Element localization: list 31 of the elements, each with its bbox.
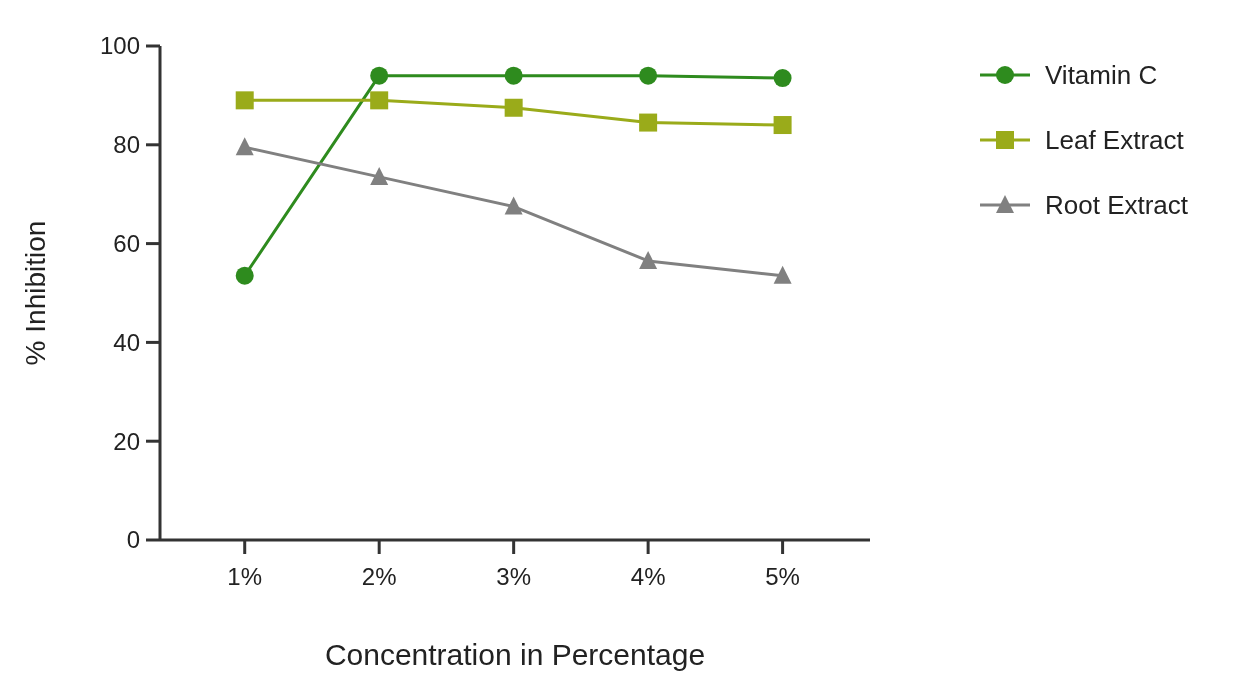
point	[504, 196, 523, 215]
point	[235, 91, 254, 110]
x-tick-label: 5%	[765, 563, 800, 590]
x-axis-title: Concentration in Percentage	[324, 638, 706, 671]
y-tick-label: 0	[126, 526, 140, 554]
point	[370, 66, 389, 85]
y-tick-label: 40	[113, 328, 140, 356]
legend-label: Root Extract	[1045, 190, 1189, 221]
y-tick-label: 100	[99, 32, 140, 60]
y-tick-label: 80	[113, 131, 140, 159]
point	[504, 66, 523, 85]
point	[639, 66, 658, 85]
y-axis-title: % Inhibition	[20, 220, 51, 366]
point	[773, 116, 792, 135]
point	[773, 69, 792, 88]
y-tick-label: 60	[113, 230, 140, 257]
x-tick-label: 3%	[496, 563, 531, 590]
point	[235, 266, 254, 285]
point	[370, 166, 389, 185]
point	[639, 250, 658, 269]
x-tick-label: 4%	[630, 563, 666, 590]
point	[370, 91, 389, 110]
point	[235, 137, 254, 156]
point	[773, 265, 792, 284]
y-tick-label: 20	[113, 427, 140, 455]
point	[504, 98, 523, 117]
point	[639, 113, 658, 132]
x-tick-label: 1%	[227, 563, 263, 590]
legend-label: Leaf Extract	[1045, 125, 1185, 156]
legend-label: Vitamin C	[1045, 60, 1158, 91]
x-tick-label: 2%	[361, 563, 397, 590]
